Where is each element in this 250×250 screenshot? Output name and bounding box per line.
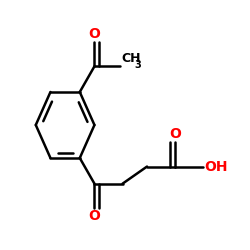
Text: O: O [88, 27, 101, 41]
Text: 3: 3 [134, 60, 141, 70]
Text: O: O [169, 127, 181, 141]
Text: CH: CH [121, 52, 141, 65]
Text: O: O [88, 209, 101, 223]
Text: OH: OH [204, 160, 228, 173]
